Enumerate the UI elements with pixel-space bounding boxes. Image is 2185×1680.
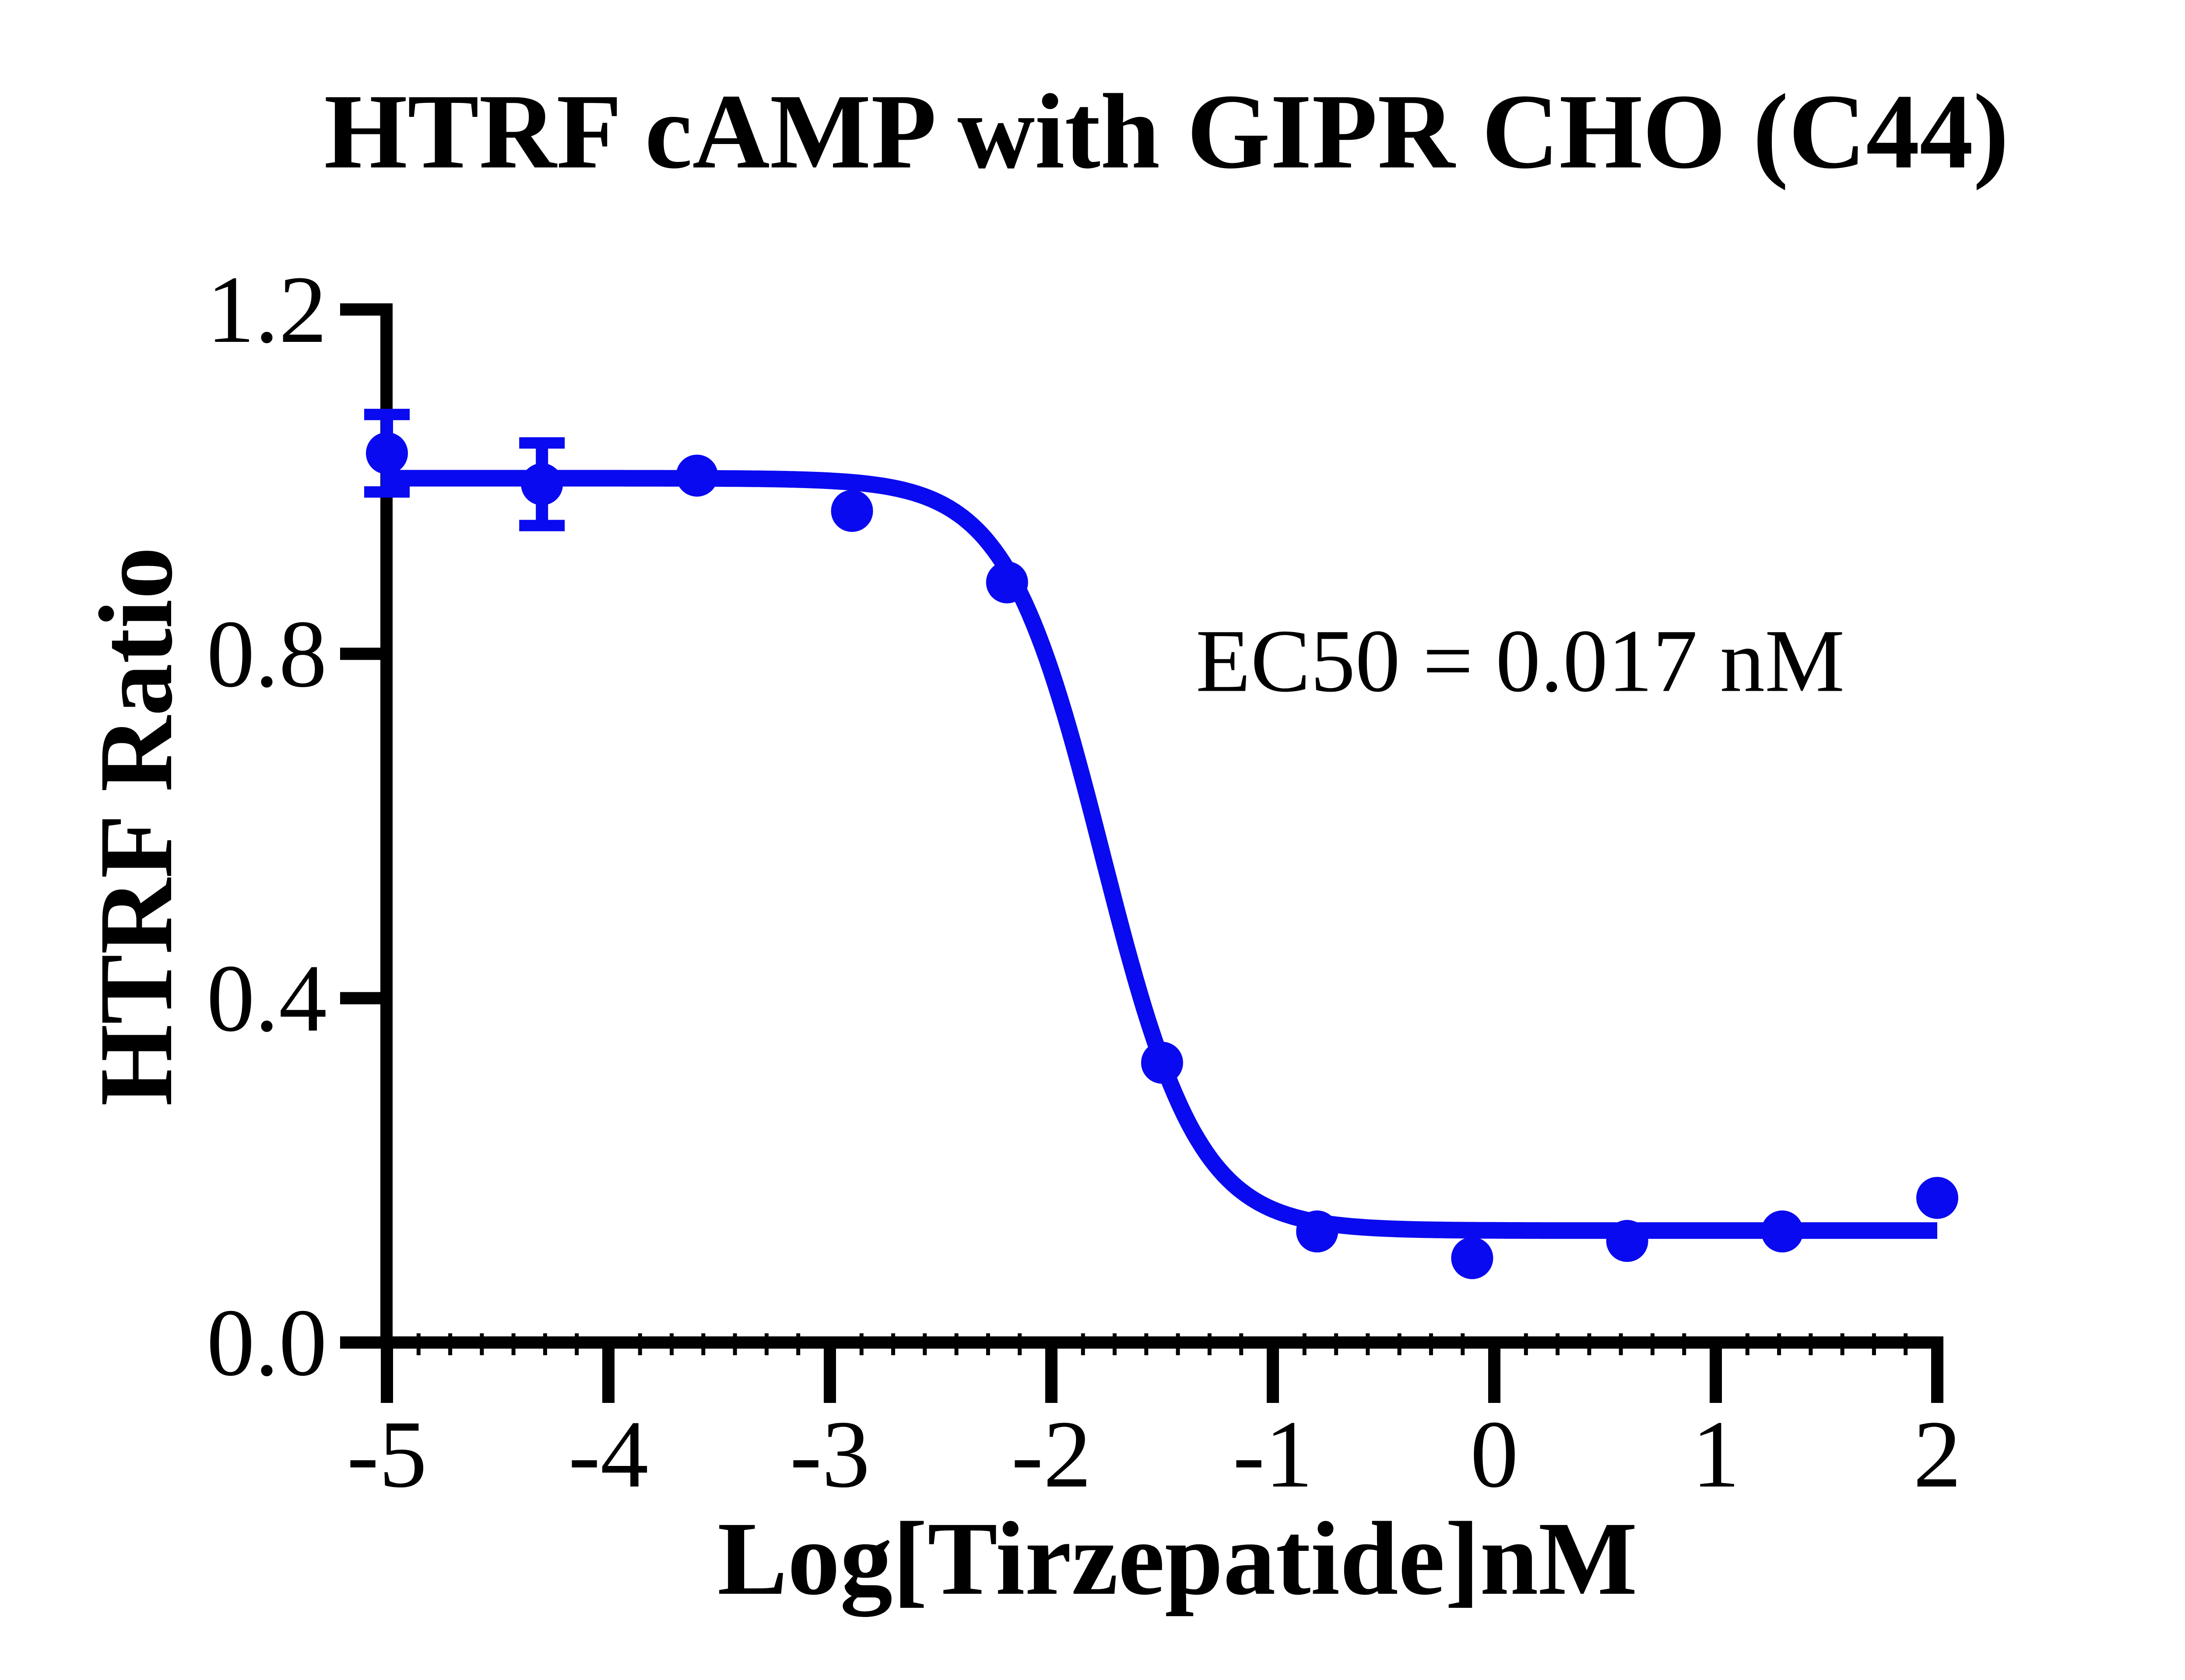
chart-title: HTRF cAMP with GIPR CHO (C44) <box>324 72 2009 191</box>
y-tick-label: 0.4 <box>207 945 327 1051</box>
x-tick-label: 0 <box>1470 1401 1518 1508</box>
data-point-marker <box>1916 1177 1958 1219</box>
x-tick-label: 2 <box>1913 1401 1961 1508</box>
data-point-marker <box>1296 1210 1338 1253</box>
fit-curve <box>383 470 1941 1239</box>
x-tick-label: -4 <box>568 1401 648 1508</box>
x-tick-label: -5 <box>347 1401 427 1508</box>
x-tick-label: -1 <box>1233 1401 1313 1508</box>
y-tick-label: 1.2 <box>207 256 327 363</box>
data-point-marker <box>986 561 1028 604</box>
tick-labels: 0.0 0.4 0.8 1.2 -5 -4 -3 -2 -1 0 1 2 <box>207 256 1961 1508</box>
x-tick-label: 1 <box>1692 1401 1740 1508</box>
data-point-marker <box>1606 1220 1648 1262</box>
data-point-marker <box>831 490 873 532</box>
data-point-marker <box>366 432 408 474</box>
data-point-marker <box>1451 1237 1493 1279</box>
y-tick-label: 0.8 <box>207 601 327 707</box>
data-point-marker <box>521 463 563 506</box>
fit-curve-path <box>383 470 1941 1239</box>
x-tick-label: -2 <box>1011 1401 1091 1508</box>
x-tick-label: -3 <box>790 1401 870 1508</box>
data-point-marker <box>1141 1041 1183 1084</box>
data-point-marker <box>676 454 718 497</box>
data-series <box>364 408 1958 1279</box>
y-tick-label: 0.0 <box>207 1289 327 1396</box>
ec50-annotation: EC50 = 0.017 nM <box>1196 612 1844 711</box>
y-axis-title: HTRF Ratio <box>77 547 194 1106</box>
data-point-marker <box>1761 1210 1803 1253</box>
x-axis-title: Log[Tirzepatide]nM <box>717 1500 1637 1617</box>
